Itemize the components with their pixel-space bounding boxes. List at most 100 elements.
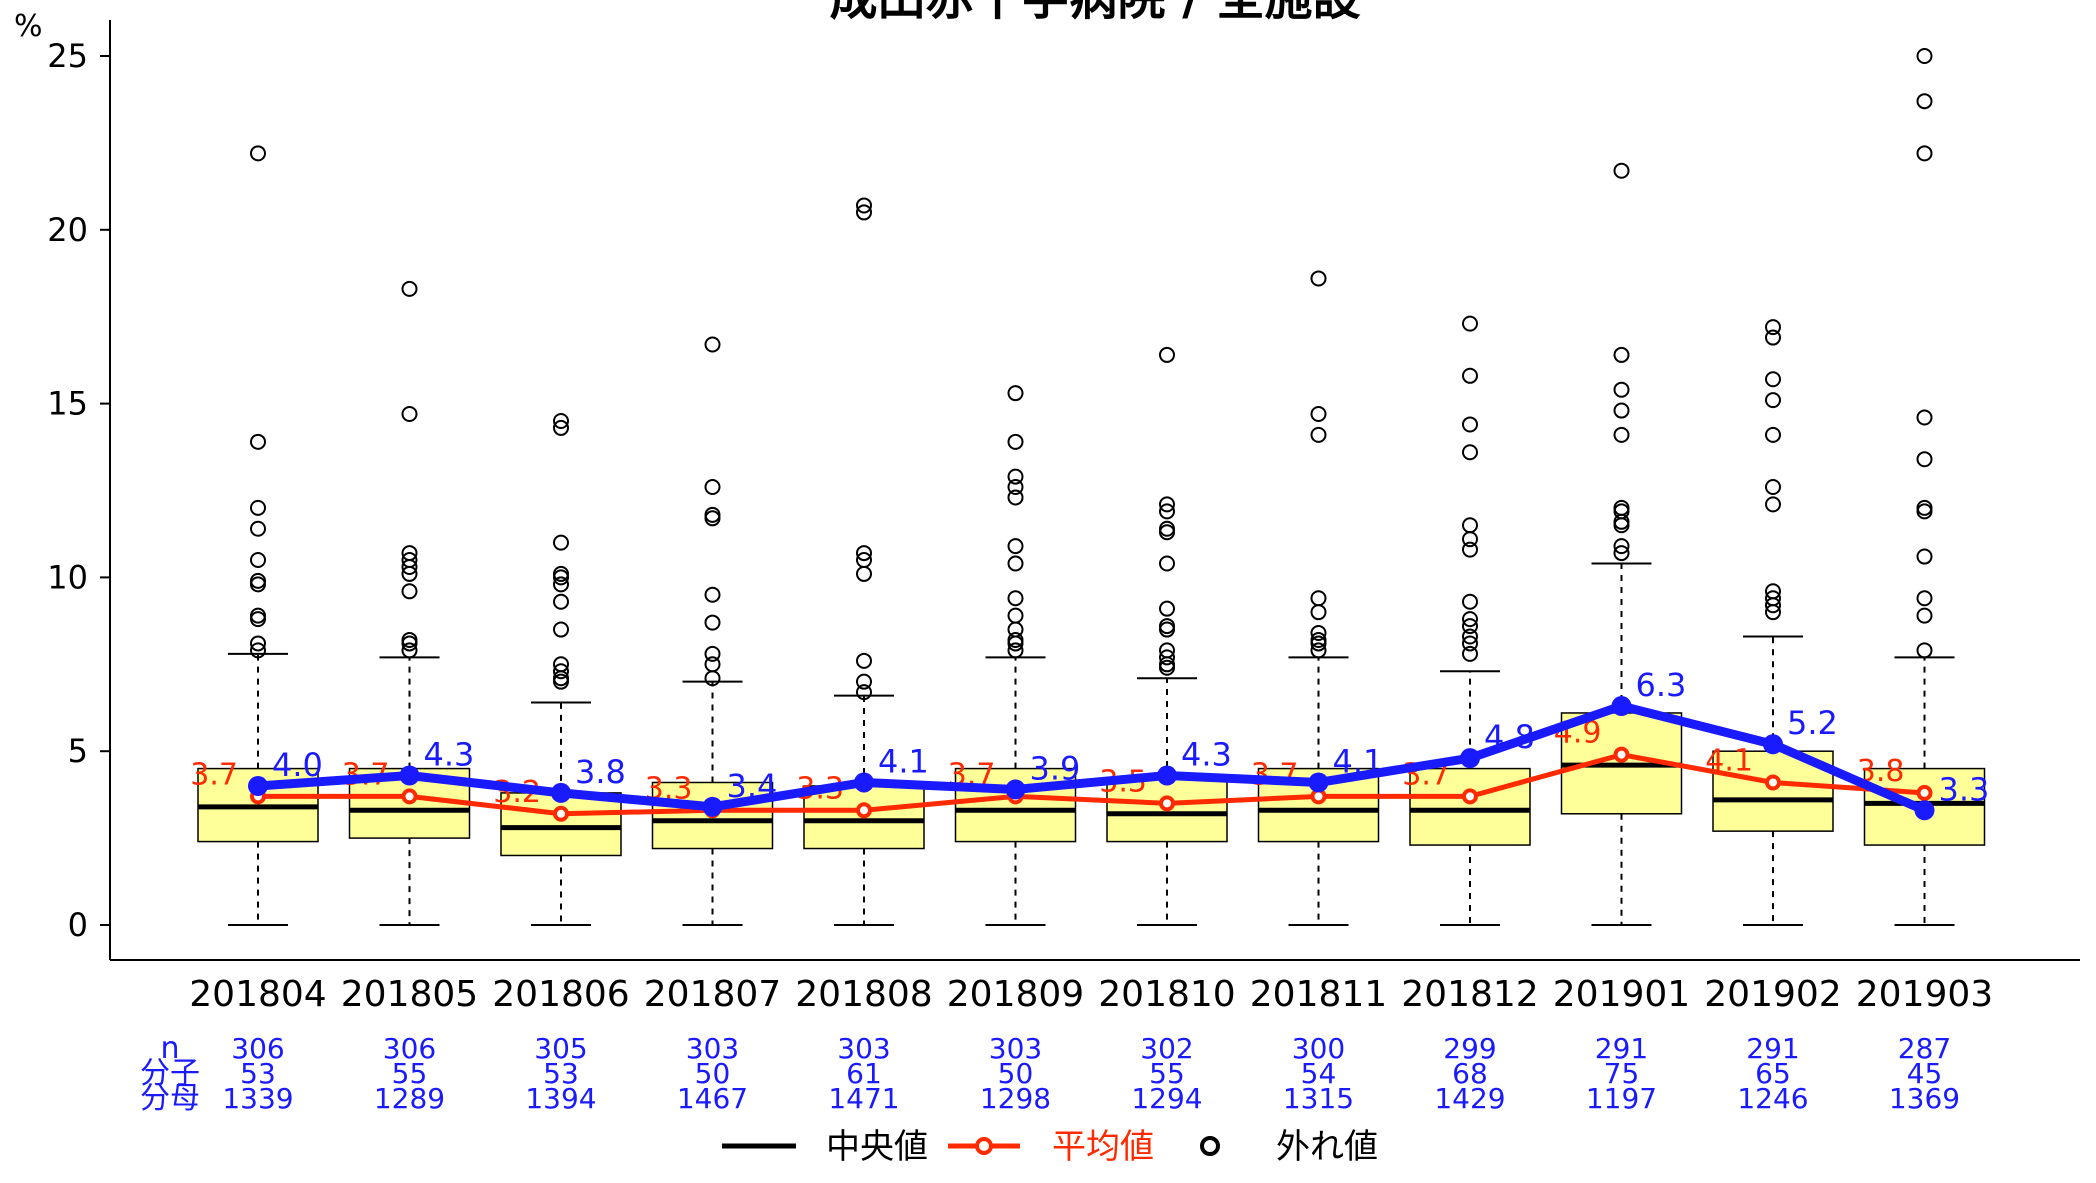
outlier-point xyxy=(1462,531,1478,548)
stats-value: 54 xyxy=(1301,1057,1337,1090)
outlier-point xyxy=(704,506,721,523)
hospital-value-label: 4.1 xyxy=(1333,742,1384,780)
stats-value: 1289 xyxy=(374,1082,445,1115)
outlier-point xyxy=(250,635,266,652)
hospital-value-label: 4.3 xyxy=(424,736,475,774)
x-tick-label: 201812 xyxy=(1401,974,1538,1015)
hospital-value-label: 5.2 xyxy=(1787,704,1838,742)
average-point xyxy=(1765,774,1781,791)
outlier-point xyxy=(1916,93,1933,110)
outlier-point xyxy=(1916,409,1933,426)
outlier-point xyxy=(704,645,721,662)
stats-value: 305 xyxy=(534,1032,587,1065)
outlier-point xyxy=(1613,162,1630,179)
stats-value: 61 xyxy=(846,1057,882,1090)
hospital-point xyxy=(551,782,571,803)
stats-value: 1394 xyxy=(525,1082,596,1115)
stats-value: 53 xyxy=(543,1057,579,1090)
outlier-point xyxy=(250,642,266,659)
outlier-point xyxy=(401,406,418,423)
stats-value: 303 xyxy=(686,1032,739,1065)
outlier-point xyxy=(1159,346,1175,363)
stats-value: 306 xyxy=(231,1032,284,1065)
outlier-point xyxy=(1007,555,1024,572)
outlier-point xyxy=(250,552,266,569)
outlier-point xyxy=(1765,319,1781,336)
hospital-value-label: 3.3 xyxy=(1939,770,1990,808)
stats-value: 287 xyxy=(1898,1032,1951,1065)
average-value-label: 4.1 xyxy=(1705,743,1753,778)
outlier-point xyxy=(401,583,418,600)
average-point xyxy=(553,805,569,822)
outlier-point xyxy=(1159,618,1175,635)
average-point xyxy=(401,788,418,805)
hospital-line xyxy=(257,701,1927,815)
outlier-point xyxy=(401,545,418,562)
series-lines: 3.7 3.7 3.2 3.3 3.3 3.7 3.5 3.7 3.74.94.1 3.84.0 4… xyxy=(190,666,1990,822)
outlier-point xyxy=(856,197,872,214)
hospital-point xyxy=(1611,696,1632,717)
stats-value: 1429 xyxy=(1434,1082,1505,1115)
outlier-point xyxy=(1310,426,1327,443)
outlier-point xyxy=(856,565,872,582)
stats-value: 1298 xyxy=(980,1082,1051,1115)
y-tick-label: 20 xyxy=(47,211,88,249)
average-point xyxy=(856,802,872,819)
hospital-point xyxy=(1763,734,1783,755)
outlier-point xyxy=(704,614,721,631)
outlier-point xyxy=(1462,416,1478,433)
outlier-point xyxy=(1613,545,1630,562)
x-tick-label: 201806 xyxy=(492,974,629,1015)
x-tick-label: 201810 xyxy=(1098,974,1235,1015)
outlier-point xyxy=(1310,642,1327,659)
outlier-point xyxy=(1007,607,1024,624)
stats-value: 1339 xyxy=(222,1082,293,1115)
hospital-point xyxy=(1005,779,1026,800)
outlier-point xyxy=(1007,621,1024,638)
outlier-point xyxy=(1310,631,1327,648)
outlier-point xyxy=(401,631,418,648)
outlier-point xyxy=(856,552,872,569)
hospital-value-label: 3.4 xyxy=(727,767,778,805)
outlier-point xyxy=(1007,538,1024,555)
outlier-point xyxy=(250,145,266,162)
outlier-point xyxy=(1765,583,1781,600)
stats-value: 55 xyxy=(392,1057,428,1090)
outlier-point xyxy=(1007,468,1024,485)
legend-outlier-marker xyxy=(1200,1136,1220,1156)
outlier-point xyxy=(1462,645,1478,662)
outlier-point xyxy=(1462,315,1478,332)
stats-value: 45 xyxy=(1907,1057,1943,1090)
y-axis-unit: % xyxy=(14,9,43,44)
outlier-point xyxy=(1159,503,1175,520)
hospital-point xyxy=(399,765,420,786)
average-point xyxy=(1916,784,1933,801)
outlier-point xyxy=(1613,538,1630,555)
hospital-point xyxy=(1914,800,1935,821)
stats-row-label: 分母 xyxy=(140,1081,200,1116)
outlier-point xyxy=(1765,329,1781,346)
outlier-point xyxy=(1462,628,1478,645)
outlier-point xyxy=(250,499,266,516)
hospital-value-label: 4.3 xyxy=(1181,736,1232,774)
hospital-point xyxy=(702,796,723,817)
hospital-value-label: 3.9 xyxy=(1030,749,1081,787)
hospital-value-label: 6.3 xyxy=(1636,666,1687,704)
x-tick-label: 201805 xyxy=(341,974,478,1015)
outlier-point xyxy=(553,419,569,436)
average-point xyxy=(1159,795,1175,812)
outlier-point xyxy=(1159,649,1175,666)
outlier-point xyxy=(250,433,266,450)
stats-value: 291 xyxy=(1595,1032,1648,1065)
outlier-point xyxy=(553,576,569,593)
y-tick-label: 5 xyxy=(68,732,88,770)
legend-average-marker xyxy=(975,1137,993,1155)
y-tick-label: 15 xyxy=(47,385,88,423)
hospital-value-label: 3.8 xyxy=(575,753,626,791)
stats-value: 68 xyxy=(1452,1057,1488,1090)
stats-value: 291 xyxy=(1746,1032,1799,1065)
outlier-point xyxy=(1613,381,1630,398)
x-axis-ticks: 201804 201805 201806 201807 201808 201809 2018… xyxy=(189,974,1993,1015)
hospital-point xyxy=(854,772,874,793)
